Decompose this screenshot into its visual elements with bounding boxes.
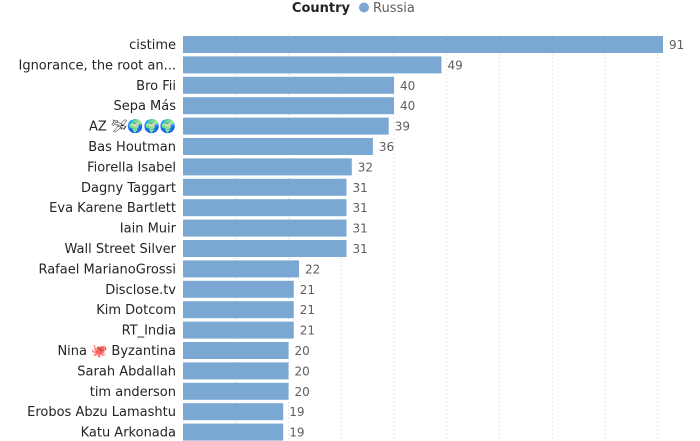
legend[interactable]: Country Russia [292,1,415,16]
category-label: AZ 🛩🌍🌍🌍 [89,119,176,135]
bar[interactable] [183,97,394,115]
data-label: 31 [353,201,368,215]
data-label: 20 [294,385,309,399]
category-label: RT_India [122,324,176,339]
category-label: Eva Karene Bartlett [49,201,176,216]
category-label: Ignorance, the root an... [18,58,176,73]
legend-entry-russia: Russia [373,1,415,16]
bar[interactable] [183,382,289,400]
bar[interactable] [183,280,294,298]
bar[interactable] [183,117,389,135]
category-label: tim anderson [90,385,176,400]
bar[interactable] [183,423,284,441]
bar[interactable] [183,138,373,155]
data-label: 19 [289,426,304,440]
bar[interactable] [183,362,289,380]
category-label: Iain Muir [120,222,177,237]
data-label: 32 [358,160,373,174]
bars [183,36,663,441]
category-label: Fiorella Isabel [87,160,176,175]
bar[interactable] [183,158,352,176]
bar[interactable] [183,219,347,237]
data-label: 36 [379,140,394,154]
bar[interactable] [183,260,300,278]
data-label: 21 [300,324,315,338]
category-label: Dagny Taggart [81,181,176,196]
data-label: 31 [353,242,368,256]
data-label: 31 [353,181,368,195]
category-label: Sepa Más [113,99,176,114]
legend-title: Country [292,1,351,16]
data-label: 22 [305,262,320,276]
data-label: 19 [289,405,304,419]
category-label: Wall Street Silver [65,242,177,257]
data-label: 20 [294,364,309,378]
gridlines [235,34,659,441]
bar[interactable] [183,321,294,339]
data-label: 21 [300,283,315,297]
data-label: 91 [669,38,684,52]
data-label: 20 [294,344,309,358]
category-label: Bro Fii [136,79,176,94]
category-label: Sarah Abdallah [77,364,176,379]
category-labels: cistime Ignorance, the root an... Bro Fii S… [18,38,176,441]
bar[interactable] [183,199,347,217]
bar[interactable] [183,36,663,53]
bar[interactable] [183,56,442,74]
bar[interactable] [183,342,289,359]
legend-marker-russia [359,2,369,13]
data-label: 31 [353,222,368,236]
bar[interactable] [183,403,284,421]
category-label: Rafael MarianoGrossi [38,262,176,277]
category-label: Disclose.tv [105,283,176,298]
data-label: 40 [400,99,415,113]
category-label: Kim Dotcom [96,303,176,318]
bar[interactable] [183,240,347,257]
category-label: Bas Houtman [88,140,176,155]
bar[interactable] [183,178,347,196]
category-label: Nina 🐙 Byzantina [57,344,176,359]
bar[interactable] [183,301,294,319]
data-label: 39 [395,120,410,134]
category-label: cistime [129,38,176,53]
category-label: Katu Arkonada [81,426,176,441]
category-label: Erobos Abzu Lamashtu [27,405,176,420]
data-label: 21 [300,303,315,317]
bar[interactable] [183,76,394,94]
data-label: 49 [447,58,462,72]
data-label: 40 [400,79,415,93]
